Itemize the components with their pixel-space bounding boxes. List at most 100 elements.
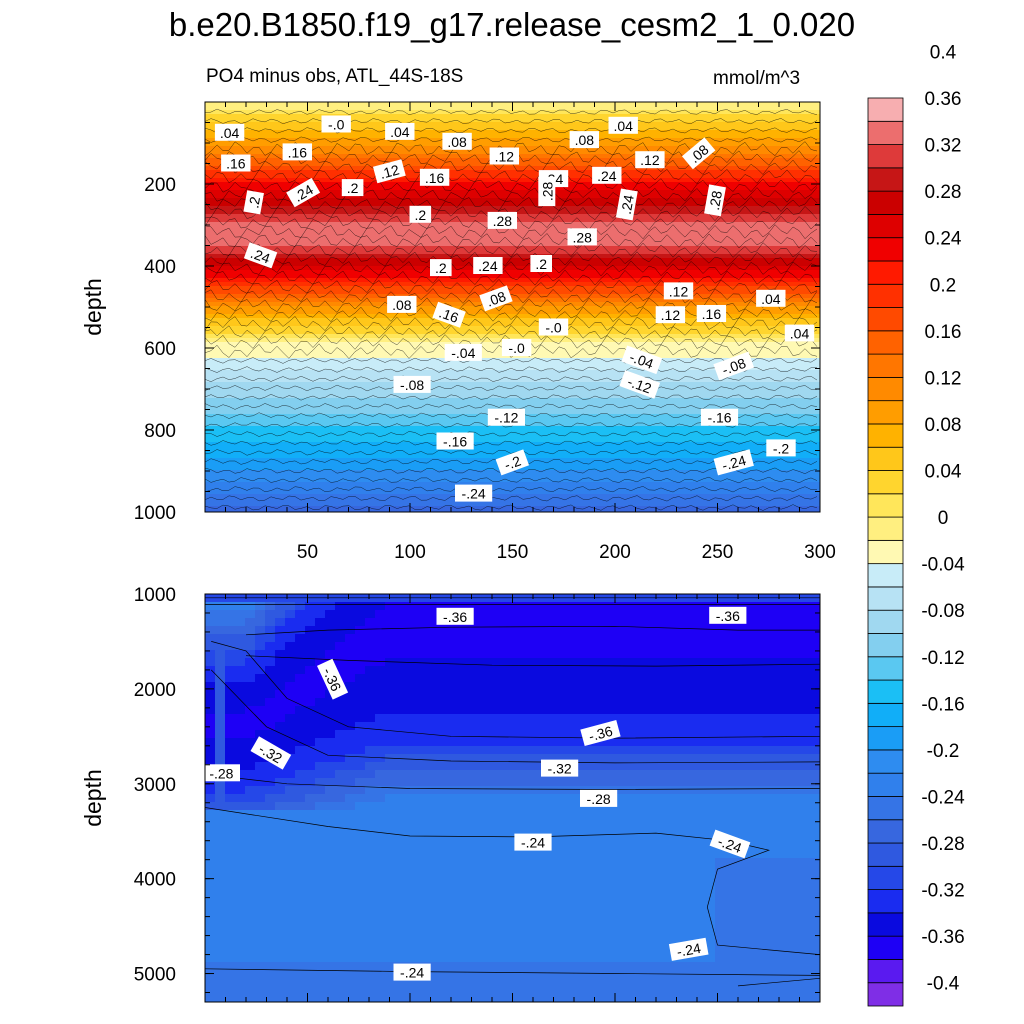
lower-field-cell [365, 930, 376, 939]
lower-field-cell [355, 906, 366, 915]
lower-field-cell [745, 906, 756, 915]
upper-field-band [205, 402, 820, 407]
lower-field-cell [275, 626, 286, 635]
contour-label-box [430, 259, 452, 277]
lower-field-cell [805, 802, 816, 811]
upper-field-band [205, 370, 820, 375]
lower-field-cell [565, 786, 576, 795]
lower-field-cell [675, 858, 686, 867]
lower-field-cell [235, 906, 246, 915]
lower-field-cell [495, 626, 506, 635]
lower-field-cell [255, 698, 266, 707]
lower-field-cell [705, 858, 716, 867]
lower-field-cell [385, 642, 396, 651]
contour-label: -.36 [436, 607, 474, 625]
lower-field-cell [425, 786, 436, 795]
lower-field-cell [385, 954, 396, 963]
contour-label-text: .24 [249, 245, 273, 267]
lower-field-cell [375, 762, 386, 771]
lower-field-cell [295, 762, 306, 771]
lower-field-cell [675, 658, 686, 667]
contour-label-box [756, 289, 786, 307]
lower-field-cell [265, 610, 276, 619]
lower-field-cell [235, 770, 246, 779]
lower-field-cell [415, 842, 426, 851]
lower-field-cell [765, 834, 776, 843]
lower-field-cell [585, 986, 596, 995]
lower-field-cell [375, 650, 386, 659]
lower-field-cell [395, 898, 406, 907]
lower-field-cell [785, 802, 796, 811]
lower-field-cell [675, 898, 686, 907]
lower-field-cell [645, 714, 656, 723]
lower-field-cell [455, 810, 466, 819]
lower-field-cell [665, 594, 676, 603]
lower-field-cell [425, 714, 436, 723]
lower-field-cell [795, 634, 806, 643]
lower-field-cell [455, 594, 466, 603]
lower-field-cell [435, 906, 446, 915]
lower-field-cell [275, 690, 286, 699]
lower-field-cell [525, 850, 536, 859]
lower-field-cell [315, 714, 326, 723]
lower-field-cell [455, 794, 466, 803]
upper-contour-line [205, 384, 818, 392]
lower-field-cell [755, 722, 766, 731]
lower-field-cell [615, 874, 626, 883]
lower-field-cell [325, 778, 336, 787]
lower-field-cell [345, 954, 356, 963]
colorbar-tick-label: 0.2 [930, 275, 956, 296]
lower-field-cell [305, 946, 316, 955]
lower-field-cell [255, 778, 266, 787]
lower-field-cell [315, 826, 326, 835]
lower-field-cell [655, 674, 666, 683]
lower-field-cell [525, 626, 536, 635]
lower-field-cell [255, 722, 266, 731]
lower-field-cell [345, 794, 356, 803]
lower-field-cell [795, 906, 806, 915]
lower-field-cell [575, 866, 586, 875]
lower-field-cell [715, 946, 726, 955]
lower-field-cell [585, 666, 596, 675]
lower-field-cell [225, 826, 236, 835]
lower-field-cell [805, 722, 816, 731]
lower-field-cell [555, 898, 566, 907]
lower-field-cell [815, 698, 820, 707]
lower-field-cell [615, 706, 626, 715]
lower-field-cell [215, 778, 226, 787]
upper-field-band [205, 118, 820, 123]
lower-field-cell [635, 970, 646, 979]
lower-field-cell [585, 706, 596, 715]
lower-field-cell [385, 706, 396, 715]
lower-field-cell [545, 714, 556, 723]
lower-field-cell [225, 994, 236, 1002]
lower-field-cell [495, 778, 506, 787]
lower-field-cell [205, 754, 216, 763]
lower-field-cell [235, 818, 246, 827]
lower-field-cell [545, 746, 556, 755]
lower-field-cell [655, 762, 666, 771]
lower-field-cell [645, 866, 656, 875]
colorbar-swatch [867, 400, 904, 425]
lower-field-cell [665, 914, 676, 923]
lower-field-cell [495, 754, 506, 763]
lower-field-cell [415, 810, 426, 819]
lower-field-cell [415, 946, 426, 955]
lower-field-cell [785, 842, 796, 851]
lower-field-cell [355, 746, 366, 755]
lower-field-cell [665, 842, 676, 851]
lower-field-cell [665, 938, 676, 947]
lower-field-cell [355, 698, 366, 707]
lower-field-cell [275, 594, 286, 603]
lower-field-cell [405, 858, 416, 867]
lower-field-cell [795, 978, 806, 987]
lower-field-cell [765, 762, 776, 771]
lower-field-cell [625, 698, 636, 707]
contour-label: -.24 [668, 937, 709, 961]
lower-field-cell [435, 986, 446, 995]
lower-field-cell [235, 714, 246, 723]
contour-label-text: .08 [575, 132, 595, 148]
lower-field-cell [705, 978, 716, 987]
lower-field-cell [525, 738, 536, 747]
lower-field-cell [705, 810, 716, 819]
